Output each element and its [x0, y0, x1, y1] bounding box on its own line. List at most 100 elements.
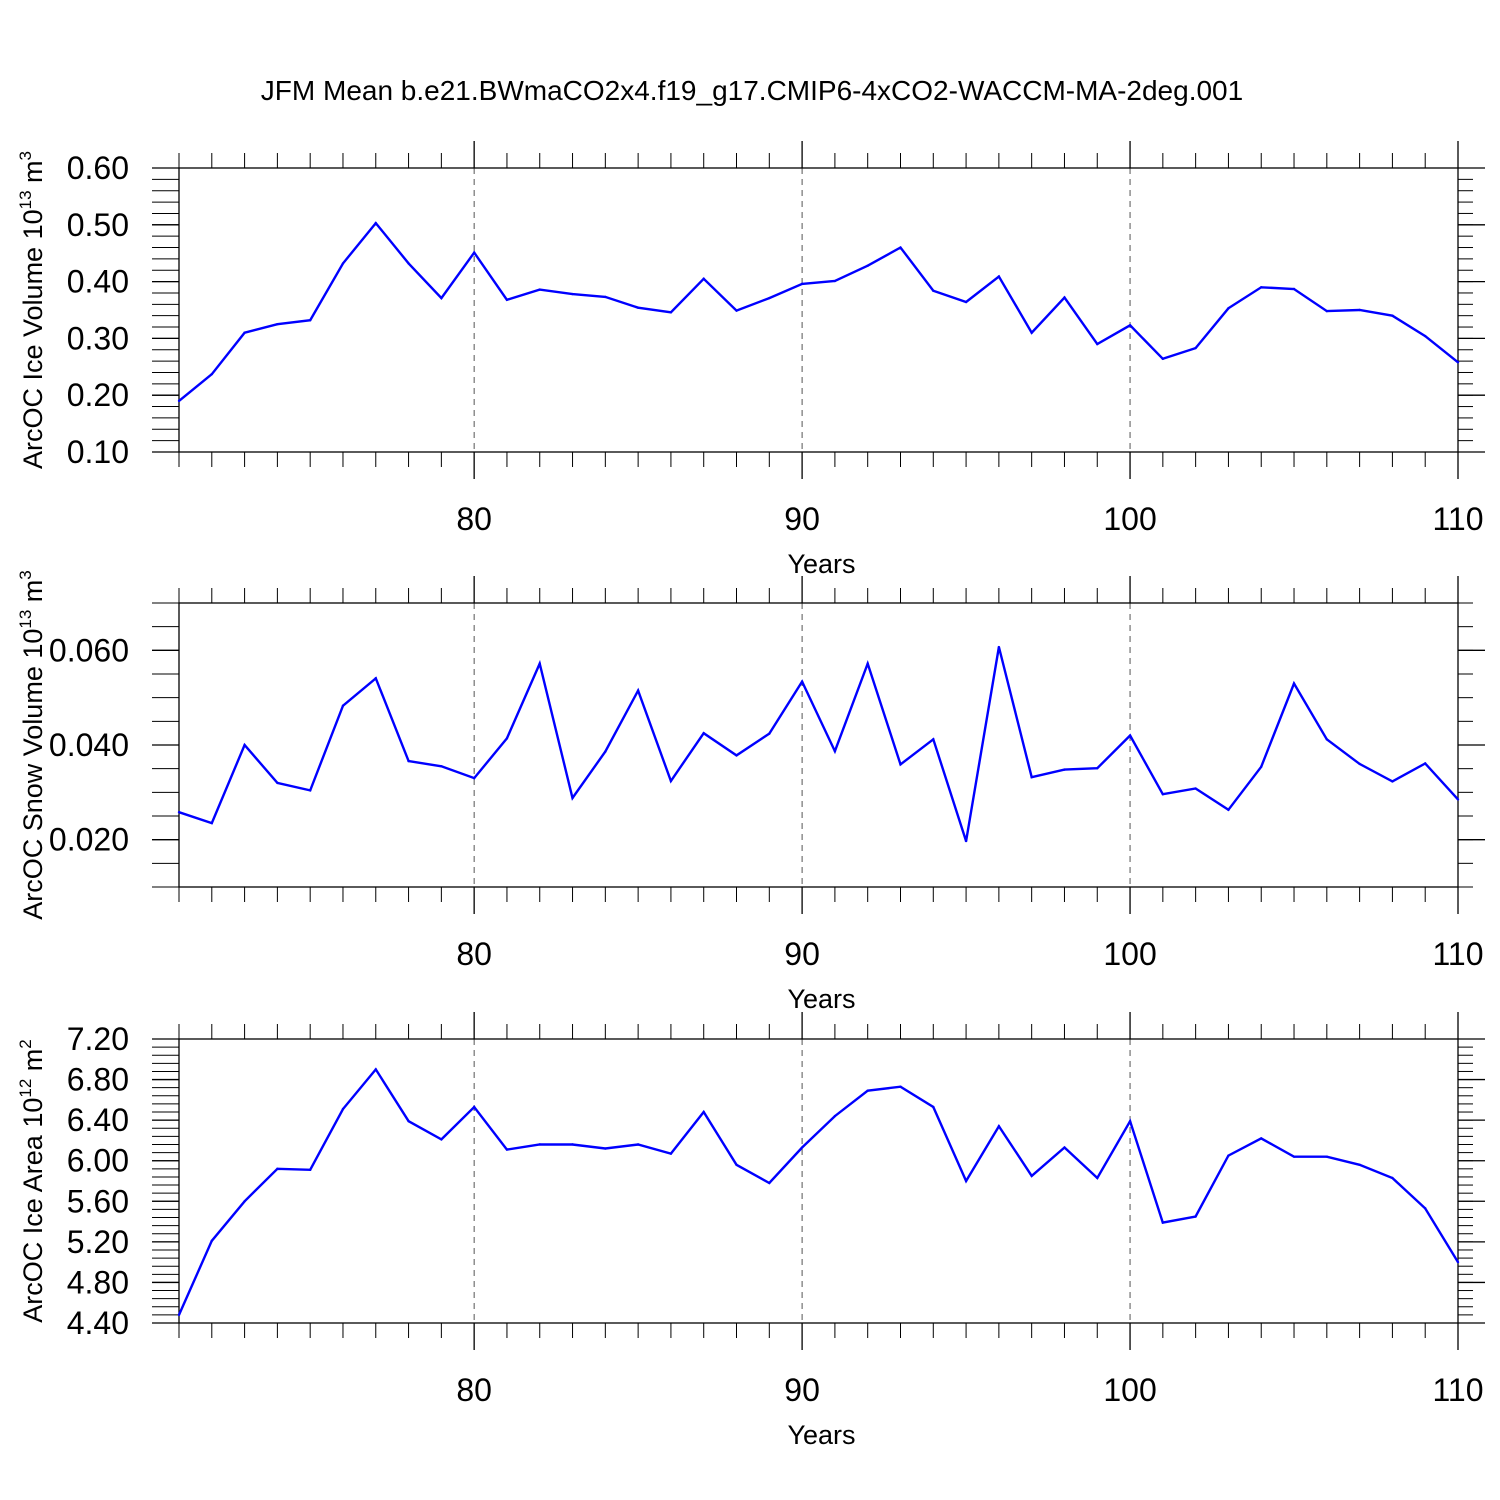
x-tick-label: 110	[1432, 936, 1483, 972]
data-point	[1325, 309, 1329, 313]
y-axis-label-text: ArcOC Snow Volume 10	[18, 629, 48, 920]
data-point	[899, 246, 902, 249]
data-point	[1292, 287, 1296, 291]
data-point	[1194, 1215, 1197, 1218]
y-tick-label: 0.060	[49, 632, 129, 668]
data-point	[1456, 1260, 1460, 1264]
data-point	[1194, 787, 1197, 790]
data-point	[308, 319, 312, 322]
data-point	[932, 289, 935, 292]
data-point	[374, 221, 377, 225]
x-tick-label: 100	[1103, 936, 1156, 972]
data-point	[768, 732, 771, 735]
y-tick-label: 6.40	[67, 1102, 129, 1138]
x-axis-label: Years	[787, 549, 855, 579]
data-point	[440, 1138, 443, 1141]
y-axis-label-exponent: 13	[16, 190, 35, 209]
x-tick-label: 110	[1432, 501, 1483, 537]
data-point	[1325, 738, 1329, 741]
data-point	[210, 372, 213, 376]
data-point	[669, 1152, 673, 1155]
y-axis-label-unit-exponent: 3	[16, 151, 35, 160]
y-tick-label: 7.20	[67, 1021, 129, 1057]
y-axis-label-text: ArcOC Ice Area 10	[18, 1098, 48, 1323]
data-point	[538, 1143, 541, 1146]
data-point	[505, 298, 509, 301]
data-point	[243, 331, 246, 334]
data-point	[1227, 808, 1230, 812]
data-point	[833, 749, 837, 753]
y-tick-label: 0.50	[67, 207, 129, 243]
y-tick-label: 6.00	[67, 1143, 129, 1179]
data-point	[899, 763, 902, 766]
plot-frame	[178, 602, 1459, 888]
data-point	[800, 1146, 804, 1149]
data-point	[308, 1168, 312, 1172]
data-point	[964, 300, 968, 304]
x-axis-label: Years	[787, 1420, 855, 1450]
x-axis-label: Years	[787, 984, 855, 1014]
data-point	[472, 1105, 476, 1109]
y-tick-label: 5.60	[67, 1183, 129, 1219]
y-tick-label: 0.040	[49, 727, 129, 763]
y-tick-label: 4.80	[67, 1264, 129, 1300]
data-point	[604, 750, 607, 753]
series-line-ice-volume	[178, 221, 1459, 402]
data-point	[1128, 1119, 1132, 1123]
data-point	[997, 1125, 1001, 1128]
series-line-ice-area	[177, 1067, 1460, 1316]
plot-frame	[178, 1038, 1459, 1324]
data-point	[341, 704, 345, 707]
data-point	[1391, 780, 1394, 783]
x-tick-label: 90	[784, 501, 820, 537]
x-tick-label: 90	[784, 1372, 820, 1408]
data-point	[374, 1068, 377, 1071]
y-tick-label: 0.20	[67, 377, 129, 413]
data-point	[800, 282, 804, 286]
data-point	[1325, 1155, 1329, 1158]
data-point	[899, 1085, 902, 1088]
y-tick-label: 6.80	[67, 1062, 129, 1098]
data-point	[538, 662, 541, 665]
y-tick-label: 5.20	[67, 1224, 129, 1260]
y-axis-label-unit: m	[18, 160, 48, 190]
data-point	[440, 765, 443, 768]
data-point	[1260, 765, 1263, 768]
data-point	[1391, 314, 1394, 317]
data-point	[1063, 768, 1066, 771]
y-axis-label-unit-exponent: 2	[16, 1039, 35, 1048]
x-tick-label: 80	[456, 1372, 492, 1408]
y-axis-label-exponent: 13	[16, 610, 35, 629]
data-point	[866, 1089, 869, 1092]
data-point	[210, 1239, 213, 1243]
y-axis-label: ArcOC Ice Area 1012 m2	[16, 1039, 48, 1323]
data-point	[735, 309, 738, 312]
data-point	[702, 1110, 705, 1114]
data-point	[341, 1107, 345, 1111]
x-tick-label: 100	[1103, 1372, 1156, 1408]
data-point	[243, 743, 246, 747]
data-point	[571, 1143, 574, 1146]
data-point	[177, 811, 181, 814]
data-point	[1292, 682, 1296, 685]
data-point	[866, 662, 869, 665]
data-point	[833, 1114, 837, 1118]
data-point	[1424, 1207, 1427, 1210]
data-point	[768, 296, 771, 300]
data-point	[768, 1181, 771, 1185]
data-point	[407, 1119, 410, 1123]
data-point	[276, 323, 279, 326]
data-point	[505, 737, 509, 740]
y-tick-label: 4.40	[67, 1305, 129, 1341]
plot-frame	[178, 167, 1459, 453]
data-point	[932, 738, 935, 741]
y-axis-label: ArcOC Ice Volume 1013 m3	[16, 151, 48, 469]
panel-ice-volume: 0.10 0.20 0.30 0.40 0.50 0.60 80 90 100 110 Years A…	[16, 141, 1485, 579]
data-point	[1161, 793, 1165, 796]
data-point	[407, 759, 410, 763]
data-point	[1358, 1163, 1361, 1166]
data-point	[276, 781, 279, 785]
data-point	[243, 1200, 246, 1203]
data-point	[571, 796, 574, 800]
